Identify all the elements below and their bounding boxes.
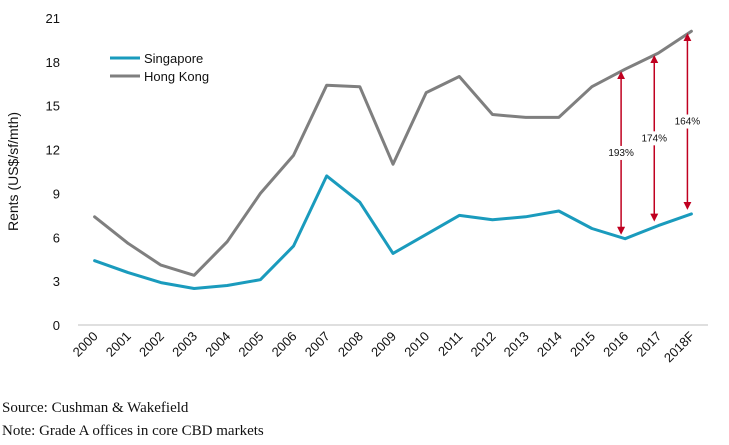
y-axis: 0 3 6 9 12 15 18 21: [46, 11, 60, 333]
x-tick-label: 2006: [269, 329, 300, 360]
x-tick-label: 2000: [70, 329, 101, 360]
gap-label-bg: [607, 145, 636, 160]
x-tick-label: 2001: [103, 329, 134, 360]
y-tick-label: 12: [46, 143, 60, 158]
series-layer: [93, 29, 693, 290]
gap-label-bg: [640, 131, 669, 146]
x-tick-label: 2015: [567, 329, 598, 360]
y-tick-label: 18: [46, 55, 60, 70]
y-tick-label: 3: [53, 274, 60, 289]
y-tick-label: 9: [53, 186, 60, 201]
x-tick-label: 2016: [600, 329, 631, 360]
y-tick-label: 0: [53, 318, 60, 333]
x-tick-label: 2011: [435, 329, 465, 359]
x-tick-label: 2010: [401, 329, 432, 360]
x-tick-label: 2013: [501, 329, 532, 360]
source-note: Source: Cushman & Wakefield: [2, 400, 189, 416]
x-tick-label: 2005: [235, 329, 266, 360]
series-line-singapore: [93, 174, 693, 290]
x-tick-label: 2008: [335, 329, 366, 360]
x-tick-label: 2014: [534, 329, 565, 360]
y-tick-label: 15: [46, 99, 60, 114]
series-line-hong-kong: [93, 29, 693, 277]
legend-label: Hong Kong: [144, 69, 209, 84]
x-tick-label: 2007: [302, 329, 333, 360]
x-tick-label: 2004: [202, 329, 233, 360]
annotation-layer: 193% 174% 164%: [607, 33, 702, 235]
x-tick-label: 2003: [169, 329, 200, 360]
x-tick-label: 2017: [633, 329, 664, 360]
x-axis: 2000 2001 2002 2003 2004 2005 2006 2007 2008 2009…: [70, 328, 698, 365]
x-tick-label: 2012: [468, 329, 499, 360]
y-tick-label: 6: [53, 230, 60, 245]
y-tick-label: 21: [46, 11, 60, 26]
y-axis-label: Rents (US$/sf/mth): [5, 112, 21, 231]
legend: Singapore Hong Kong: [110, 51, 209, 84]
gap-label: 193%: [608, 148, 634, 159]
scope-note: Note: Grade A offices in core CBD market…: [2, 423, 264, 439]
x-tick-label: 2002: [136, 329, 167, 360]
gap-label-bg: [673, 114, 702, 129]
gap-label: 164%: [675, 117, 701, 128]
gap-label: 174%: [641, 133, 667, 144]
x-tick-label: 2018F: [661, 328, 698, 365]
legend-label: Singapore: [144, 51, 203, 66]
x-tick-label: 2009: [368, 329, 399, 360]
